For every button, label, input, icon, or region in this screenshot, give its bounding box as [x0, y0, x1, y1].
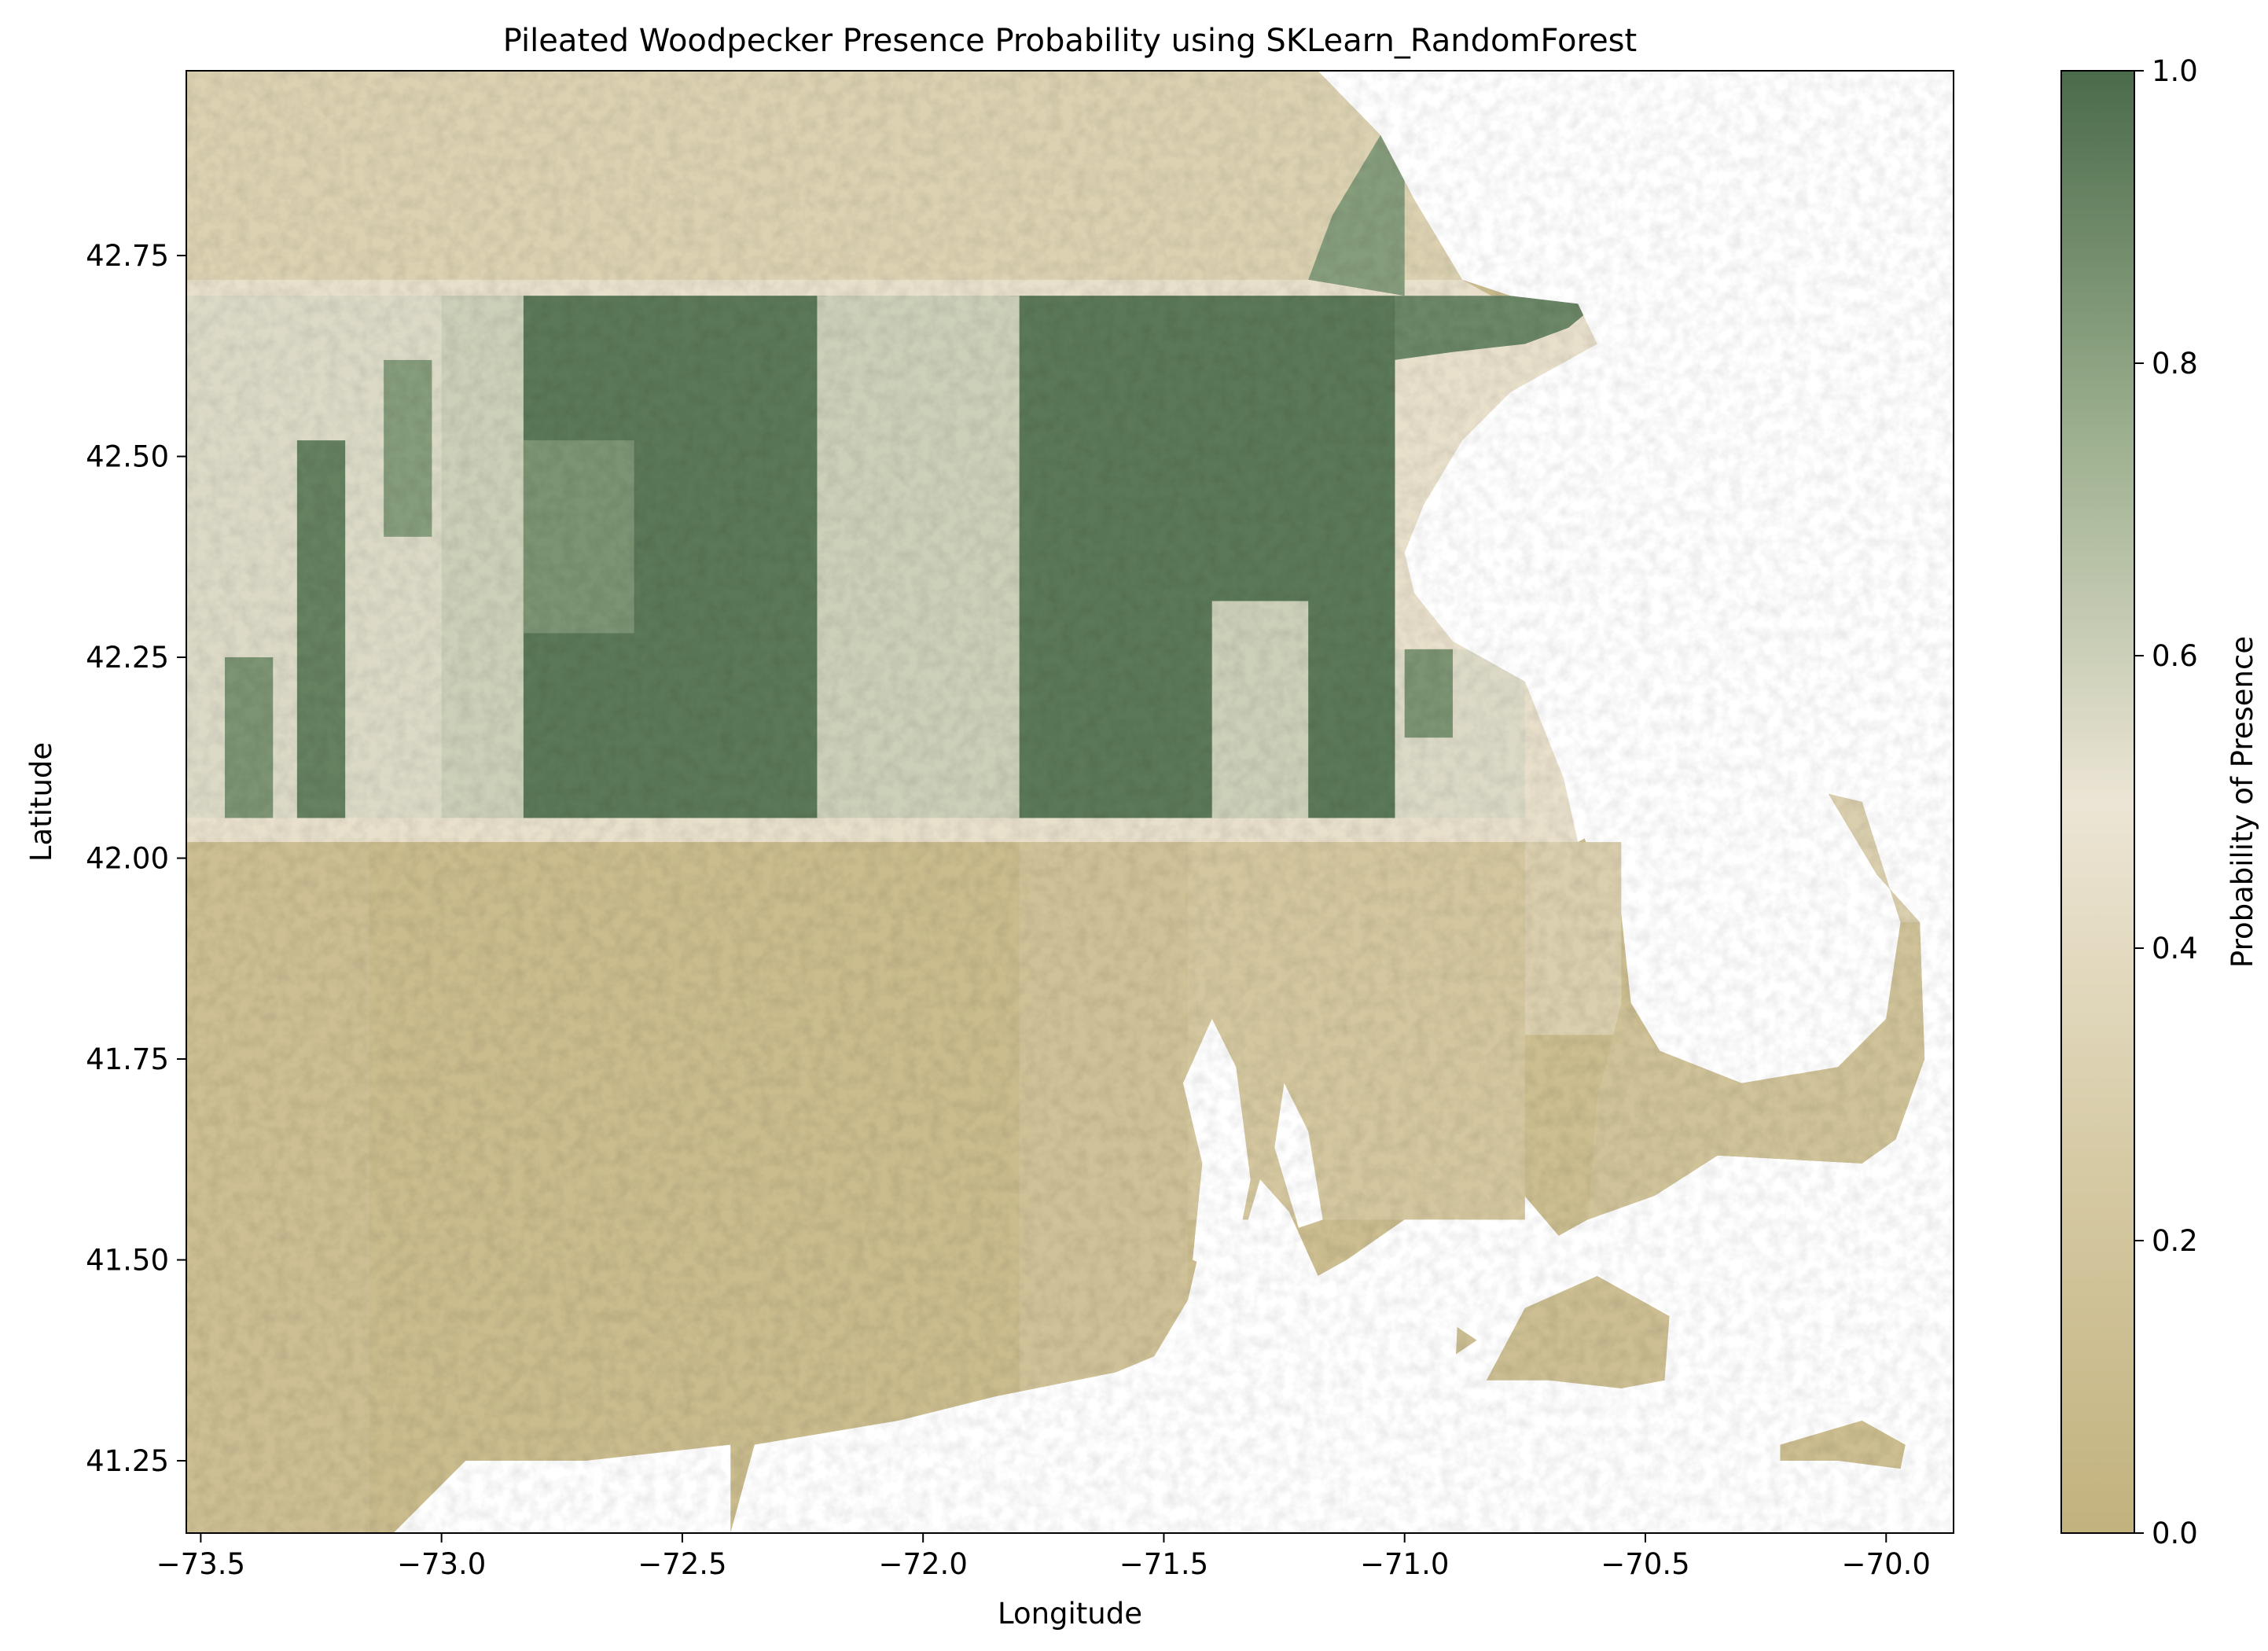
y-tick-label: 42.50 — [86, 440, 169, 474]
x-tick-label: −70.0 — [1842, 1547, 1931, 1581]
y-axis-label: Latitude — [24, 742, 58, 862]
colorbar-tick-label: 0.8 — [2152, 347, 2198, 381]
x-axis-label: Longitude — [998, 1597, 1142, 1631]
y-tick-label: 41.50 — [86, 1244, 169, 1278]
y-tick-label: 42.00 — [86, 842, 169, 876]
y-tick-label: 41.25 — [86, 1444, 169, 1478]
plot-frame — [186, 70, 1954, 1534]
colorbar-tick-label: 0.4 — [2152, 932, 2198, 965]
x-tick-label: −73.0 — [397, 1547, 486, 1581]
y-tick-label: 42.25 — [86, 641, 169, 675]
y-tick-label: 42.75 — [86, 239, 169, 273]
x-tick-label: −73.5 — [156, 1547, 245, 1581]
x-tick-label: −71.0 — [1360, 1547, 1449, 1581]
colorbar-tick-label: 0.2 — [2152, 1224, 2198, 1258]
raster-texture — [186, 71, 1954, 1533]
colorbar-tick-label: 0.0 — [2152, 1517, 2198, 1550]
x-tick-label: −70.5 — [1601, 1547, 1689, 1581]
colorbar — [2060, 70, 2135, 1534]
x-tick-label: −71.5 — [1119, 1547, 1208, 1581]
chart-title: Pileated Woodpecker Presence Probability… — [503, 23, 1637, 59]
colorbar-tick-label: 0.6 — [2152, 639, 2198, 673]
y-tick-label: 41.75 — [86, 1042, 169, 1076]
probability-map — [186, 71, 1954, 1533]
colorbar-label: Probability of Presence — [2226, 636, 2259, 968]
x-axis-ticks: −73.5 −73.0 −72.5 −72.0 −71.5 −71.0 −70.5 −70.0 — [156, 1533, 1931, 1581]
colorbar-tick-label: 1.0 — [2152, 54, 2198, 88]
x-tick-label: −72.0 — [878, 1547, 967, 1581]
y-axis-ticks: 41.25 41.50 41.75 42.00 42.25 42.50 42.75 — [86, 239, 186, 1478]
x-tick-label: −72.5 — [638, 1547, 726, 1581]
colorbar-ticks: 0.0 0.2 0.4 0.6 0.8 1.0 — [2134, 54, 2198, 1550]
